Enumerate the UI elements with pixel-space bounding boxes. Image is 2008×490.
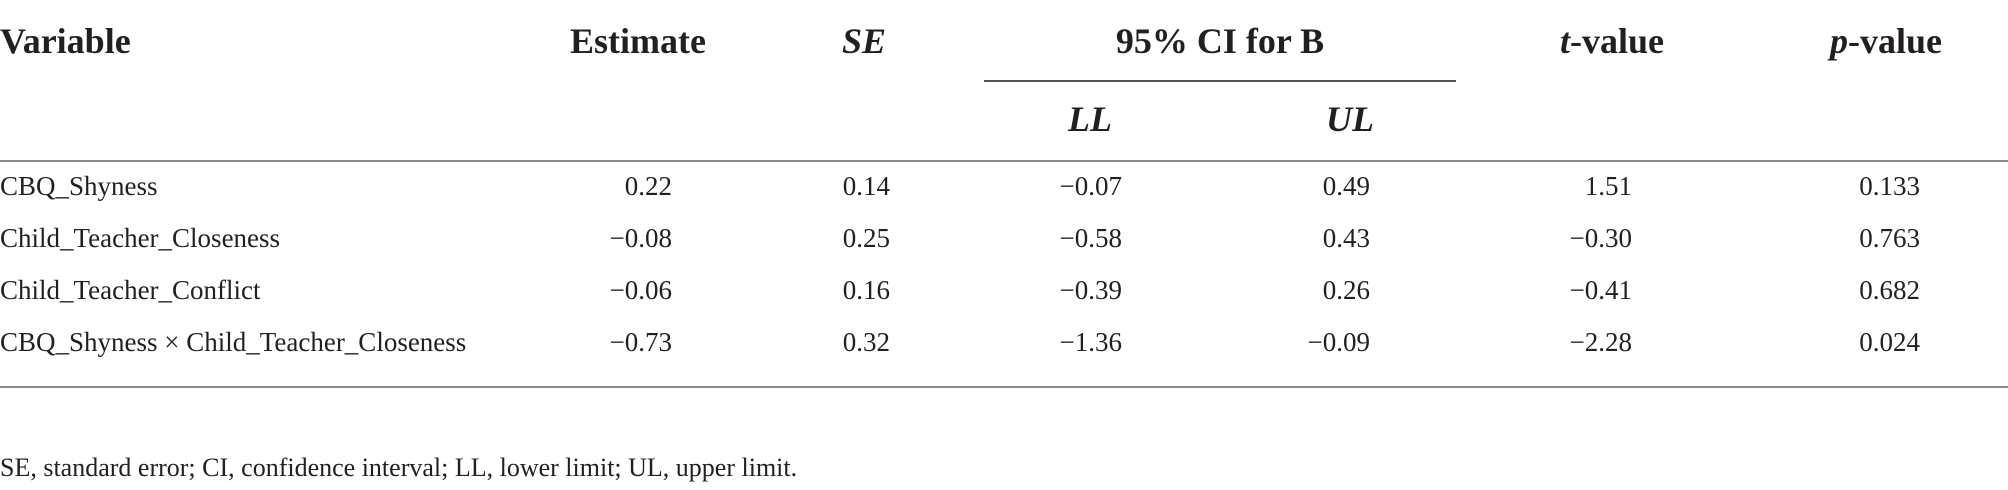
cell-variable: CBQ_Shyness × Child_Teacher_Closeness xyxy=(0,327,467,357)
header-ci-group: 95% CI for B xyxy=(1115,21,1325,61)
cell-t: −0.30 xyxy=(1569,223,1632,253)
cell-se: 0.14 xyxy=(842,171,890,201)
header-estimate: Estimate xyxy=(570,21,706,61)
cell-ll: −0.39 xyxy=(1059,275,1122,305)
header-t-suffix: -value xyxy=(1570,21,1664,61)
cell-p: 0.024 xyxy=(1859,327,1920,357)
cell-ll: −0.58 xyxy=(1059,223,1122,253)
cell-ul: 0.43 xyxy=(1322,223,1370,253)
table-footnote: SE, standard error; CI, confidence inter… xyxy=(0,453,798,482)
cell-p: 0.682 xyxy=(1859,275,1920,305)
cell-estimate: −0.08 xyxy=(609,223,672,253)
cell-estimate: −0.06 xyxy=(609,275,672,305)
header-bottom-rule xyxy=(0,160,2008,162)
cell-estimate: 0.22 xyxy=(624,171,672,201)
cell-t: 1.51 xyxy=(1584,171,1632,201)
header-t-symbol: t xyxy=(1559,21,1570,61)
cell-t: −0.41 xyxy=(1569,275,1632,305)
cell-ul: 0.49 xyxy=(1322,171,1370,201)
table-bottom-rule xyxy=(0,386,2008,388)
header-p-suffix: -value xyxy=(1848,21,1942,61)
cell-variable: CBQ_Shyness xyxy=(0,171,158,201)
cell-variable: Child_Teacher_Conflict xyxy=(0,275,261,305)
cell-se: 0.16 xyxy=(842,275,890,305)
header-variable: Variable xyxy=(0,21,131,61)
cell-ul: 0.26 xyxy=(1322,275,1370,305)
header-p-symbol: p xyxy=(1830,21,1848,61)
ci-group-divider xyxy=(984,80,1456,82)
cell-se: 0.32 xyxy=(842,327,890,357)
cell-variable: Child_Teacher_Closeness xyxy=(0,223,281,253)
cell-ul: −0.09 xyxy=(1307,327,1370,357)
header-se: SE xyxy=(841,21,886,61)
header-p-value: p-value xyxy=(1780,23,1942,59)
header-ll: LL xyxy=(1068,99,1112,139)
header-t-value: t-value xyxy=(1500,23,1664,59)
header-ul: UL xyxy=(1326,99,1374,139)
cell-se: 0.25 xyxy=(842,223,890,253)
cell-p: 0.133 xyxy=(1859,171,1920,201)
cell-estimate: −0.73 xyxy=(609,327,672,357)
cell-t: −2.28 xyxy=(1569,327,1632,357)
cell-ll: −0.07 xyxy=(1059,171,1122,201)
cell-p: 0.763 xyxy=(1859,223,1920,253)
cell-ll: −1.36 xyxy=(1059,327,1122,357)
